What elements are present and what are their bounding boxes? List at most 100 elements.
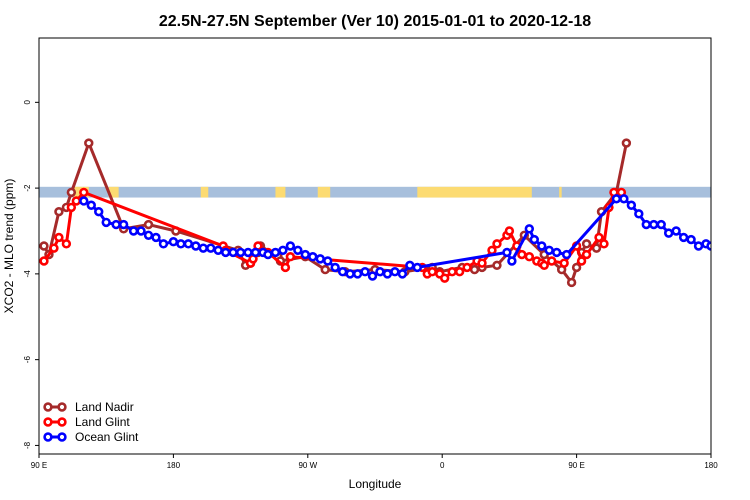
series-2-point-40 — [382, 269, 393, 279]
y-axis: 0 -2 -4 -6 -8 — [23, 100, 39, 449]
ocean-band — [39, 186, 711, 198]
x-tick-label-3: 0 — [440, 461, 445, 470]
y-tick-label-3: -6 — [23, 356, 32, 364]
series-0-point-33 — [581, 239, 592, 249]
series-2-point-61 — [671, 226, 681, 236]
series-2-point-53 — [611, 194, 622, 204]
series-2-point-43 — [405, 260, 415, 270]
series-2-point-56 — [634, 209, 644, 219]
series-1-point-25 — [487, 245, 497, 255]
series-0-point-7 — [143, 219, 154, 230]
series-2-point-3 — [101, 217, 111, 228]
series-1-point-6 — [79, 187, 89, 198]
x-tick-label-1: 180 — [167, 461, 181, 470]
y-tick-label-4: -8 — [23, 441, 32, 449]
series-1-point-24 — [477, 258, 487, 268]
series-0-point-17 — [320, 264, 330, 275]
x-tick-label-2: 90 W — [298, 461, 317, 470]
series-2-point-22 — [250, 247, 261, 258]
series-2-point-37 — [360, 267, 370, 277]
series-2-point-0 — [79, 196, 89, 206]
series-1-point-34 — [539, 260, 549, 270]
legend-marker-b-2 — [57, 432, 67, 442]
y-tick-label-2: -4 — [23, 270, 32, 278]
legend-marker-a-0 — [43, 402, 53, 412]
series-2-point-7 — [136, 226, 146, 236]
series-2-point-55 — [626, 200, 637, 210]
series-1-point-30 — [517, 249, 527, 260]
series-0-point-37 — [621, 138, 632, 148]
series-0-point-5 — [84, 138, 94, 148]
series-1-point-19 — [439, 273, 450, 283]
series-2-point-38 — [367, 271, 378, 281]
series-1-point-3 — [61, 239, 72, 249]
series-2-point-5 — [118, 219, 129, 230]
series-1-point-5 — [71, 196, 82, 206]
y-tick-label-1: -2 — [23, 184, 32, 192]
plot-frame — [38, 37, 712, 455]
series-2-point-16 — [206, 243, 216, 253]
series-2-point-57 — [641, 219, 651, 230]
series-2-point-35 — [345, 269, 355, 279]
series-2-point-64 — [693, 241, 704, 251]
series-2-point-42 — [397, 269, 408, 279]
series-2-point-9 — [151, 232, 161, 243]
series-1-point-4 — [66, 202, 77, 213]
series-2-point-30 — [308, 252, 318, 262]
series-2-point-14 — [191, 241, 201, 251]
series-2-point-27 — [285, 241, 296, 251]
series-2-point-62 — [678, 232, 689, 243]
legend-marker-a-2 — [43, 432, 53, 442]
series-0-point-4 — [66, 187, 77, 198]
y-tick-label-0: 0 — [23, 100, 32, 105]
series-2-point-24 — [263, 249, 273, 260]
series-1-point-40 — [594, 232, 604, 243]
series-2-point-33 — [330, 262, 340, 273]
series-2-point-63 — [686, 234, 696, 245]
series-2-point-17 — [213, 245, 223, 255]
series-2-point-32 — [323, 256, 333, 266]
series-2-point-11 — [168, 237, 179, 247]
series-0-point-26 — [492, 260, 502, 270]
series-1 — [39, 187, 627, 283]
series-2-point-19 — [228, 247, 238, 258]
series-1-point-2 — [54, 232, 64, 243]
series-2-point-36 — [352, 269, 363, 279]
chart-title: 22.5N-27.5N September (Ver 10) 2015-01-0… — [159, 13, 591, 30]
series-1-point-31 — [524, 252, 535, 262]
legend-label-0: Land Nadir — [75, 400, 134, 414]
series-1-point-28 — [504, 226, 515, 236]
series-2-point-59 — [656, 219, 666, 230]
series-2-point-31 — [315, 254, 325, 264]
series-0-point-31 — [571, 262, 582, 273]
x-axis-label: Longitude — [349, 477, 402, 491]
series-2-point-25 — [270, 247, 281, 258]
series-1-point-14 — [285, 252, 296, 262]
series-2-point-34 — [337, 267, 348, 277]
series-layer — [39, 138, 711, 288]
series-2-point-48 — [529, 234, 539, 245]
series-1-point-26 — [492, 239, 502, 249]
series-0-point-34 — [591, 243, 602, 253]
series-2-point-46 — [507, 256, 517, 266]
x-tick-label-5: 180 — [704, 461, 718, 470]
series-2-point-28 — [293, 245, 303, 255]
legend-marker-a-1 — [43, 417, 53, 427]
series-2-point-41 — [390, 267, 400, 277]
series-0-point-2 — [54, 206, 64, 217]
series-2-point-21 — [243, 247, 253, 258]
series-1-point-22 — [462, 262, 472, 273]
series-1-point-21 — [454, 267, 465, 277]
series-2-point-2 — [94, 206, 104, 217]
series-2-point-47 — [524, 224, 535, 234]
series-2-point-1 — [86, 200, 96, 210]
series-2-point-20 — [235, 247, 246, 258]
series-1-point-13 — [280, 262, 291, 273]
series-2-point-26 — [278, 245, 288, 255]
series-2-point-8 — [143, 230, 154, 240]
series-2-point-18 — [220, 247, 231, 258]
series-2-point-12 — [176, 239, 186, 249]
series-2-point-51 — [551, 247, 562, 258]
series-2-point-50 — [544, 245, 554, 255]
series-2-point-10 — [158, 239, 169, 249]
